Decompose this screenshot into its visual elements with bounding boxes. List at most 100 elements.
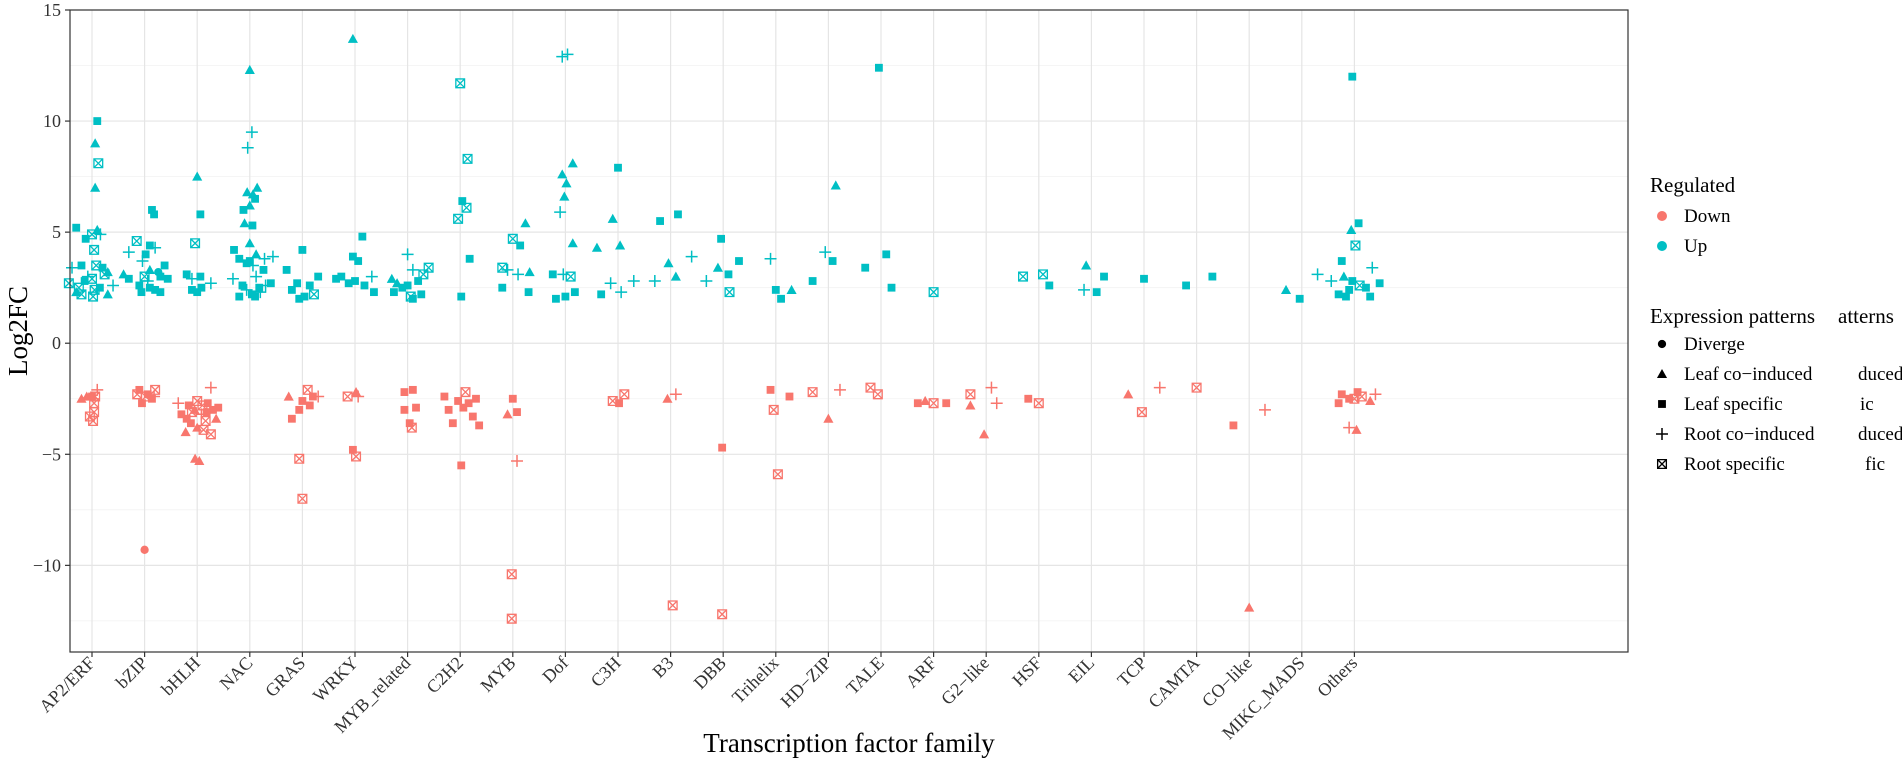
y-tick-label: 0 (52, 333, 61, 353)
point-bhlh-up-plus (185, 272, 198, 285)
point-hd-zip-up-square (828, 257, 837, 265)
point-bzip-up-square (135, 281, 144, 290)
y-tick-label: 5 (52, 222, 61, 242)
point-dof-up-boxx (565, 271, 576, 282)
point-nac-up-square (248, 221, 257, 230)
point-gras-down-triangle (283, 391, 294, 401)
point-camta-up-square (1208, 272, 1217, 281)
point-co-like-down-triangle (1244, 602, 1255, 612)
point-arf-down-square (942, 399, 951, 408)
point-ap2-erf-up-plus (66, 261, 78, 274)
point-tcp-down-plus (1153, 381, 1166, 394)
point-arf-up-boxx (928, 287, 939, 298)
point-bzip-up-square (124, 274, 133, 283)
point-wrky-up-square (344, 279, 353, 288)
point-tcp-down-boxx (1136, 407, 1147, 418)
point-wrky-down-boxx (351, 451, 362, 462)
legend-label-leaf-specific-echo: ic (1860, 394, 1874, 415)
point-arf-down-triangle (920, 395, 931, 406)
point-trihelix-down-square (785, 392, 794, 401)
point-myb-down-boxx (506, 613, 517, 624)
legend-label-leaf-specific: Leaf specific (1684, 394, 1783, 415)
point-others-up-square (1334, 290, 1343, 299)
point-hd-zip-down-boxx (807, 387, 818, 398)
point-ap2-erf-up-boxx (99, 269, 110, 280)
point-bhlh-down-square (186, 419, 195, 428)
point-dbb-up-plus (700, 275, 713, 287)
point-myb-related-down-square (408, 385, 417, 394)
y-tick-label: 15 (43, 0, 61, 20)
point-dof-up-plus (554, 206, 567, 219)
point-myb-up-plus (501, 263, 514, 276)
legend-patterns-title: Expression patterns (1650, 304, 1815, 328)
point-bhlh-up-square (193, 288, 202, 297)
point-hd-zip-down-triangle (823, 413, 834, 423)
point-b3-up-plus (685, 250, 698, 263)
point-c2h2-up-square (457, 292, 466, 301)
point-nac-up-square (235, 254, 244, 263)
point-myb-related-up-square (390, 288, 398, 297)
point-nac-up-square (239, 206, 248, 214)
point-dof-up-triangle (567, 238, 578, 248)
point-wrky-up-square (358, 232, 367, 241)
legend-marker-down (1657, 211, 1667, 221)
legend-label-root-co-induced: Root co−induced (1684, 424, 1815, 445)
point-gras-up-boxx (308, 289, 319, 300)
point-c2h2-down-square (444, 405, 453, 414)
point-bhlh-down-square (209, 405, 217, 414)
point-bzip-up-boxx (131, 236, 142, 247)
point-wrky-up-square (351, 277, 359, 285)
point-nac-up-square (242, 259, 251, 268)
point-c2h2-up-square (465, 254, 474, 263)
legend-shape-markers (1656, 339, 1668, 470)
point-others-down-plus (1343, 421, 1356, 434)
point-c3h-down-boxx (619, 389, 630, 400)
point-mikc-mads-up-plus (1311, 268, 1324, 281)
point-wrky-up-square (354, 257, 363, 265)
point-trihelix-up-square (777, 294, 785, 303)
legend-expression-patterns: Expression patterns atterns Diverge Leaf… (1650, 304, 1902, 475)
point-bhlh-up-square (196, 210, 205, 219)
point-nac-up-square (230, 246, 238, 254)
point-g2-like-down-plus (985, 381, 998, 394)
legend-marker-root-co-induced (1656, 428, 1668, 440)
plot-border (69, 9, 1629, 653)
point-others-up-square (1342, 292, 1350, 301)
point-ap2-erf-up-square (77, 261, 86, 270)
point-trihelix-up-square (771, 285, 780, 294)
point-bhlh-down-square (177, 410, 186, 419)
point-dof-up-plus (557, 268, 570, 281)
point-dof-up-plus (561, 48, 574, 61)
point-myb-related-up-square (398, 283, 407, 292)
point-nac-up-plus (240, 283, 253, 296)
point-ap2-erf-up-triangle (90, 182, 101, 192)
point-bzip-up-square (150, 210, 158, 219)
legend-label-root-co-induced-echo: duced (1858, 424, 1902, 445)
point-others-down-square (1345, 394, 1354, 403)
point-ap2-erf-up-boxx (89, 244, 100, 255)
point-bzip-up-plus (122, 246, 135, 259)
point-others-up-square (1362, 283, 1370, 292)
point-c3h-up-triangle (607, 213, 618, 223)
point-ap2-erf-up-square (98, 263, 107, 272)
y-tick-label: −5 (42, 444, 61, 464)
point-hd-zip-up-square (808, 277, 817, 285)
legend-label-up: Up (1684, 236, 1707, 257)
point-myb-related-up-triangle (386, 273, 397, 283)
point-nac-up-square (255, 283, 264, 292)
y-axis-title: Log2FC (3, 286, 33, 376)
point-tale-up-square (861, 263, 870, 272)
legend-patterns-title-echo: atterns (1838, 304, 1894, 328)
point-g2-like-down-triangle (979, 429, 990, 439)
point-bhlh-up-plus (204, 277, 217, 290)
point-myb-down-boxx (506, 569, 517, 580)
point-trihelix-down-boxx (772, 469, 783, 480)
point-nac-up-plus (226, 272, 239, 285)
point-c3h-up-triangle (615, 240, 626, 250)
point-myb-up-triangle (520, 218, 531, 228)
point-bzip-up-square (163, 274, 172, 283)
point-bzip-down-plus (148, 390, 161, 403)
point-nac-up-plus (258, 252, 271, 265)
point-others-up-square (1348, 277, 1357, 285)
